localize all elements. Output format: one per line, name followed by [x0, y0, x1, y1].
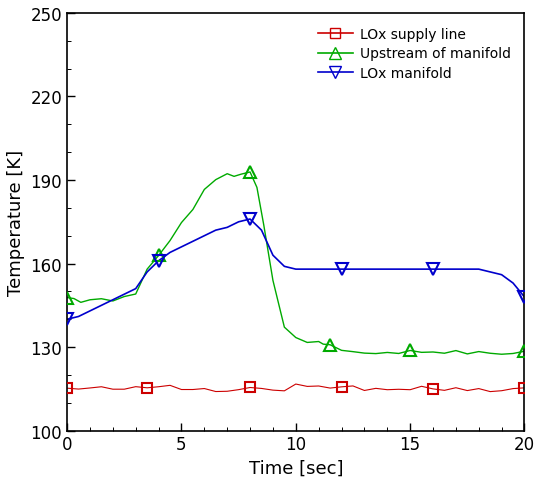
Legend: LOx supply line, Upstream of manifold, LOx manifold: LOx supply line, Upstream of manifold, L… [311, 21, 518, 88]
X-axis label: Time [sec]: Time [sec] [249, 459, 343, 477]
Y-axis label: Temperature [K]: Temperature [K] [7, 150, 25, 295]
